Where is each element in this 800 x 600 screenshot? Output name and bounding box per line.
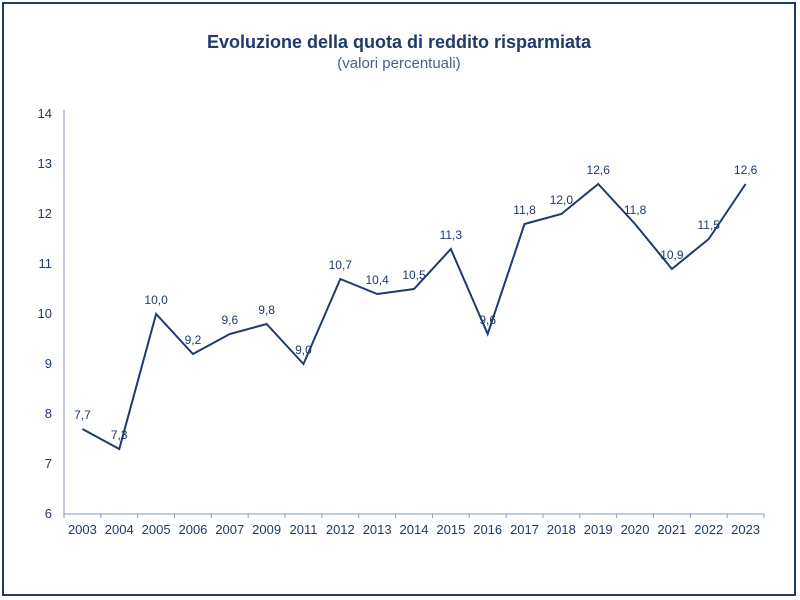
point-label: 12,0: [550, 193, 574, 207]
x-tick-label: 2019: [584, 522, 613, 537]
series-line: [82, 184, 745, 449]
x-tick-label: 2004: [105, 522, 134, 537]
point-label: 9,6: [221, 313, 238, 327]
point-label: 12,6: [587, 163, 611, 177]
x-tick-label: 2009: [252, 522, 281, 537]
x-tick-label: 2012: [326, 522, 355, 537]
line-chart: 6 7 8 9 10 11 12 13 14 2003 2004 2005 2006 2007 2009 20…: [4, 4, 798, 598]
y-tick-label: 14: [38, 106, 52, 121]
x-tick-label: 2013: [363, 522, 392, 537]
point-label: 9,8: [258, 303, 275, 317]
point-label: 7,7: [74, 408, 91, 422]
point-label: 9,6: [479, 313, 496, 327]
point-label: 11,5: [698, 218, 721, 232]
x-tick-label: 2014: [400, 522, 429, 537]
point-label: 9,0: [295, 343, 312, 357]
x-tick-label: 2020: [621, 522, 650, 537]
point-label: 7,3: [111, 428, 128, 442]
x-tick-label: 2016: [473, 522, 502, 537]
point-label: 12,6: [734, 163, 758, 177]
y-tick-label: 8: [45, 406, 52, 421]
chart-frame: Evoluzione della quota di reddito rispar…: [2, 2, 796, 596]
x-tick-label: 2005: [142, 522, 171, 537]
point-label: 10,4: [365, 273, 389, 287]
y-tick-label: 11: [39, 256, 53, 271]
y-tick-label: 13: [38, 156, 52, 171]
x-tick-label: 2006: [178, 522, 207, 537]
y-tick-label: 10: [38, 306, 52, 321]
y-tick-label: 12: [38, 206, 52, 221]
y-tick-label: 7: [45, 456, 52, 471]
point-label: 10,7: [329, 258, 353, 272]
y-tick-label: 6: [45, 506, 52, 521]
x-tick-label: 2003: [68, 522, 97, 537]
x-tick-label: 2007: [215, 522, 244, 537]
x-tick-label: 2022: [694, 522, 723, 537]
point-label: 11,8: [513, 203, 536, 217]
x-tick-label: 2021: [657, 522, 686, 537]
x-tick-label: 2018: [547, 522, 576, 537]
y-tick-label: 9: [45, 356, 52, 371]
point-label: 11,8: [624, 203, 647, 217]
point-label: 11,3: [440, 228, 463, 242]
x-tick-label: 2011: [289, 522, 317, 537]
x-tick-label: 2017: [510, 522, 539, 537]
point-label: 10,0: [144, 293, 168, 307]
point-label: 10,9: [660, 248, 684, 262]
point-label: 9,2: [185, 333, 202, 347]
x-tick-label: 2023: [731, 522, 760, 537]
point-label: 10,5: [402, 268, 426, 282]
x-tick-label: 2015: [436, 522, 465, 537]
